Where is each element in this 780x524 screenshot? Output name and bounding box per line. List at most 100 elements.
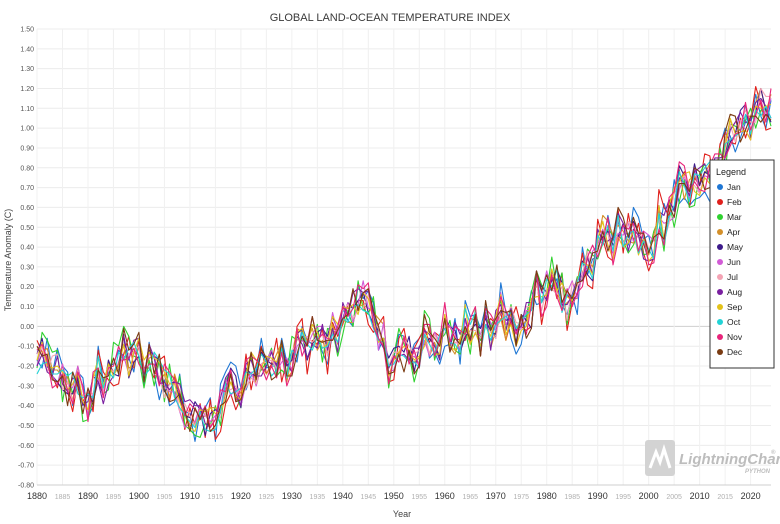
legend-entry-dec: Dec — [727, 347, 743, 357]
x-tick-label: 1900 — [129, 491, 149, 501]
watermark-brand: LightningChart — [679, 451, 780, 468]
series-line-apr — [36, 87, 772, 427]
y-tick-label: 0.40 — [20, 245, 34, 252]
legend-entry-nov: Nov — [727, 332, 743, 342]
x-axis-label: Year — [393, 509, 411, 519]
x-tick-label: 1985 — [564, 494, 580, 501]
x-tick-label: 1920 — [231, 491, 251, 501]
x-tick-label: 1940 — [333, 491, 353, 501]
y-tick-label: -0.20 — [18, 364, 34, 371]
y-tick-label: -0.10 — [18, 344, 34, 351]
legend-swatch — [717, 334, 723, 340]
x-tick-label: 2000 — [639, 491, 659, 501]
y-tick-label: 1.50 — [20, 27, 34, 34]
x-tick-label: 1895 — [106, 494, 122, 501]
legend-entry-mar: Mar — [727, 212, 742, 222]
legend-entry-aug: Aug — [727, 287, 742, 297]
series-line-sep — [36, 103, 772, 433]
watermark-sub: PYTHON — [745, 469, 771, 475]
x-tick-label: 2020 — [741, 491, 761, 501]
y-tick-label: 0.20 — [20, 284, 34, 291]
x-tick-label: 1990 — [588, 491, 608, 501]
series-line-jul — [36, 87, 771, 427]
series-line-oct — [36, 105, 772, 433]
x-tick-label: 1930 — [282, 491, 302, 501]
legend-entry-may: May — [727, 242, 744, 252]
legend-swatch — [717, 199, 723, 205]
y-tick-label: 0.80 — [20, 165, 34, 172]
x-tick-label: 1935 — [310, 494, 326, 501]
legend-swatch — [717, 319, 723, 325]
y-tick-label: -0.70 — [18, 463, 34, 470]
legend-swatch — [717, 304, 723, 310]
chart-title: GLOBAL LAND-OCEAN TEMPERATURE INDEX — [270, 12, 511, 24]
x-tick-label: 1905 — [157, 494, 173, 501]
series-line-dec — [36, 113, 772, 433]
x-tick-label: 1975 — [513, 494, 529, 501]
x-tick-label: 1950 — [384, 491, 404, 501]
y-tick-label: 1.20 — [20, 86, 34, 93]
y-tick-label: 1.40 — [20, 46, 34, 53]
y-tick-label: -0.80 — [18, 483, 34, 490]
legend-entry-jun: Jun — [727, 257, 741, 267]
x-tick-label: 1890 — [78, 491, 98, 501]
x-tick-label: 1980 — [537, 491, 557, 501]
y-axis-label: Temperature Anomaly (C) — [3, 209, 13, 312]
x-tick-label: 1925 — [259, 494, 275, 501]
x-axis: 1880 1885 1890 1895 1900 1905 1910 1915 1920 1925… — [27, 484, 771, 501]
x-tick-label: 1960 — [435, 491, 455, 501]
legend-swatch — [717, 214, 723, 220]
legend: Legend Jan Feb Mar Apr May Jun Jul Aug Sep Oct Nov… — [709, 159, 775, 369]
legend-entry-sep: Sep — [727, 302, 742, 312]
y-tick-label: 0.60 — [20, 205, 34, 212]
legend-swatch — [717, 349, 723, 355]
legend-entry-jan: Jan — [727, 182, 741, 192]
legend-entry-jul: Jul — [727, 272, 738, 282]
grid — [36, 28, 771, 486]
series-line-nov — [36, 88, 772, 429]
legend-entry-apr: Apr — [727, 227, 740, 237]
y-tick-label: 0.10 — [20, 304, 34, 311]
x-tick-label: 1995 — [615, 494, 631, 501]
series-line-may — [36, 87, 772, 436]
y-tick-label: 0.30 — [20, 264, 34, 271]
legend-entry-feb: Feb — [727, 197, 742, 207]
series-line-feb — [36, 85, 772, 440]
y-tick-label: -0.30 — [18, 383, 34, 390]
series-layer — [36, 85, 772, 442]
legend-items: Jan Feb Mar Apr May Jun Jul Aug Sep Oct Nov Dec — [717, 182, 744, 357]
x-tick-label: 1945 — [361, 494, 377, 501]
x-tick-label: 1955 — [412, 494, 428, 501]
legend-swatch — [717, 244, 723, 250]
x-tick-label: 1880 — [27, 491, 47, 501]
watermark-logo: LightningChart ® PYTHON — [645, 440, 780, 476]
x-tick-label: 1915 — [208, 494, 224, 501]
y-tick-label: 0.00 — [20, 324, 34, 331]
y-tick-label: 0.50 — [20, 225, 34, 232]
x-tick-label: 1970 — [486, 491, 506, 501]
y-tick-label: 1.30 — [20, 66, 34, 73]
series-line-jan — [36, 93, 772, 442]
legend-title: Legend — [716, 167, 746, 177]
watermark-mark: ® — [771, 449, 776, 456]
y-tick-label: 1.00 — [20, 126, 34, 133]
legend-entry-oct: Oct — [727, 317, 741, 327]
y-tick-label: -0.50 — [18, 423, 34, 430]
legend-swatch — [717, 259, 723, 265]
y-tick-label: 1.10 — [20, 106, 34, 113]
x-tick-label: 1885 — [55, 494, 71, 501]
y-tick-label: -0.40 — [18, 403, 34, 410]
x-tick-label: 1910 — [180, 491, 200, 501]
y-tick-label: -0.60 — [18, 443, 34, 450]
legend-swatch — [717, 289, 723, 295]
series-line-mar — [36, 107, 772, 438]
y-tick-label: 0.70 — [20, 185, 34, 192]
x-tick-label: 2015 — [717, 494, 733, 501]
x-tick-label: 2010 — [690, 491, 710, 501]
x-tick-label: 2005 — [666, 494, 682, 501]
y-axis: -0.80 -0.70 -0.60 -0.50 -0.40 -0.30 -0.20 -0.10… — [18, 27, 34, 490]
legend-swatch — [717, 184, 723, 190]
y-tick-label: 0.90 — [20, 145, 34, 152]
x-tick-label: 1965 — [462, 494, 478, 501]
